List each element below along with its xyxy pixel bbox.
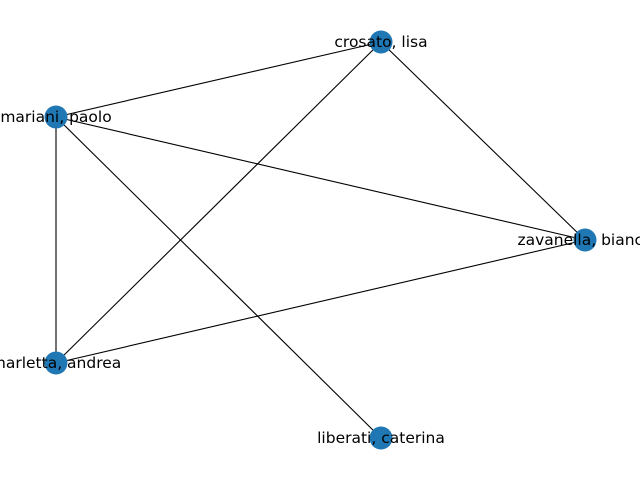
node-zavanella: [573, 228, 597, 252]
edge-mariani-liberati: [55, 116, 382, 439]
edge-crosato-mariani: [55, 41, 382, 118]
node-label-zavanella: zavanella, bianca: [517, 231, 640, 249]
node-label-marletta: marletta, andrea: [0, 354, 121, 372]
labels-layer: crosato, lisa mariani, paolo zavanella, bi…: [0, 33, 640, 447]
edge-crosato-marletta: [55, 41, 382, 364]
edge-mariani-zavanella: [55, 116, 586, 241]
node-liberati: [369, 426, 393, 450]
node-label-mariani: mariani, paolo: [0, 108, 111, 126]
edges-layer: [55, 41, 586, 439]
node-label-liberati: liberati, caterina: [317, 429, 445, 447]
edge-crosato-zavanella: [380, 41, 586, 241]
node-crosato: [369, 30, 393, 54]
node-label-crosato: crosato, lisa: [334, 33, 427, 51]
node-marletta: [44, 351, 68, 375]
node-mariani: [44, 105, 68, 129]
nodes-layer: [44, 30, 597, 450]
edge-zavanella-marletta: [55, 239, 586, 364]
